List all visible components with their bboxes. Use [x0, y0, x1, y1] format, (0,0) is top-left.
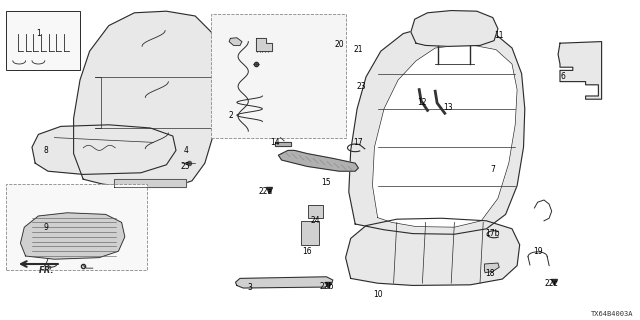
- Text: 10: 10: [372, 290, 383, 299]
- Text: 13: 13: [443, 103, 453, 112]
- Polygon shape: [236, 277, 333, 288]
- Text: 7: 7: [490, 165, 495, 174]
- Text: 24: 24: [310, 216, 320, 225]
- Text: FR.: FR.: [39, 266, 54, 275]
- Polygon shape: [20, 213, 125, 259]
- Text: 3: 3: [247, 284, 252, 292]
- Polygon shape: [256, 38, 272, 51]
- Bar: [301, 221, 319, 245]
- Text: 11: 11: [495, 31, 504, 40]
- Text: 22c: 22c: [545, 279, 559, 288]
- Text: 16: 16: [302, 247, 312, 256]
- Polygon shape: [372, 44, 517, 227]
- Polygon shape: [484, 263, 499, 273]
- Text: 15: 15: [321, 178, 332, 187]
- Text: 25: 25: [180, 162, 191, 171]
- Text: 6: 6: [561, 72, 566, 81]
- Text: 14: 14: [270, 138, 280, 147]
- Text: 17b: 17b: [486, 229, 500, 238]
- Text: 8: 8: [44, 146, 49, 155]
- Bar: [308, 205, 323, 218]
- Text: 2: 2: [228, 111, 233, 120]
- Polygon shape: [346, 218, 520, 285]
- Bar: [211, 14, 346, 138]
- Polygon shape: [349, 26, 525, 234]
- Polygon shape: [32, 125, 176, 174]
- Text: TX64B4003A: TX64B4003A: [591, 311, 634, 317]
- Bar: [6, 11, 80, 70]
- Text: 17: 17: [353, 138, 364, 147]
- Text: 12: 12: [418, 98, 427, 107]
- Text: 23: 23: [356, 82, 367, 91]
- Text: 4: 4: [183, 146, 188, 155]
- Text: 22a: 22a: [259, 188, 273, 196]
- Text: 18: 18: [485, 269, 494, 278]
- Text: 9: 9: [44, 223, 49, 232]
- Polygon shape: [229, 38, 242, 45]
- Text: 19: 19: [532, 247, 543, 256]
- Bar: [6, 184, 147, 270]
- Polygon shape: [278, 150, 358, 171]
- Polygon shape: [114, 179, 186, 187]
- Text: 20: 20: [334, 40, 344, 49]
- Text: 22b: 22b: [319, 282, 333, 291]
- Text: 1: 1: [36, 29, 41, 38]
- Polygon shape: [74, 11, 221, 187]
- Polygon shape: [411, 11, 498, 46]
- Text: 21: 21: [354, 45, 363, 54]
- Polygon shape: [558, 42, 602, 99]
- Polygon shape: [275, 142, 291, 146]
